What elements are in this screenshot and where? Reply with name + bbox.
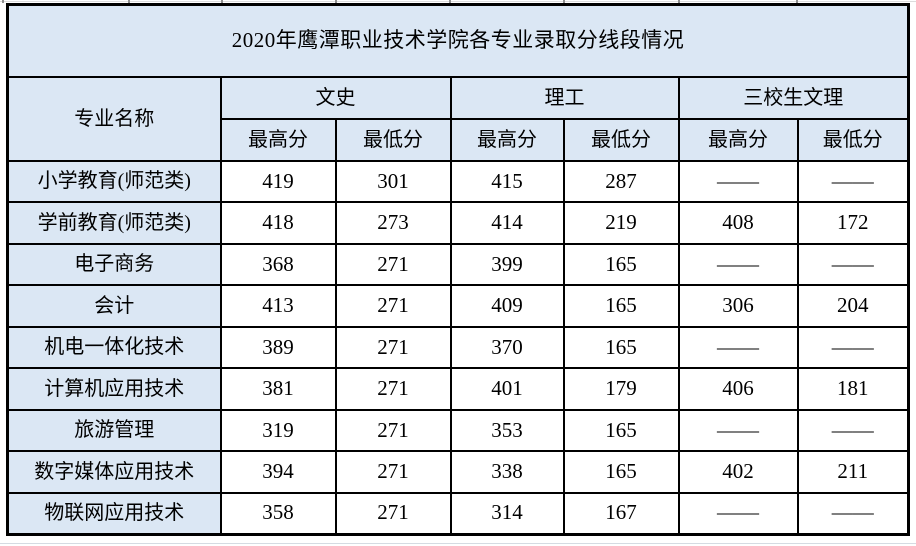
score-cell: 415 (449, 159, 565, 203)
table-row: 小学教育(师范类) 419 301 415 287 —— —— (6, 159, 910, 203)
subheader-max-score: 最高分 (219, 117, 337, 162)
table-row: 物联网应用技术 358 271 314 167 —— —— (6, 491, 910, 535)
score-cell: 419 (219, 159, 337, 203)
score-cell: 353 (449, 408, 565, 452)
table-row: 数字媒体应用技术 394 271 338 165 402 211 (6, 450, 910, 494)
gridline-tick (796, 0, 798, 3)
score-cell: 414 (449, 201, 565, 245)
score-cell: 271 (334, 284, 452, 328)
score-cell: 306 (677, 284, 799, 328)
score-cell: 338 (449, 450, 565, 494)
group-header-vocational: 三校生文理 (677, 75, 910, 120)
table-row: 计算机应用技术 381 271 401 179 406 181 (6, 367, 910, 411)
score-cell: 368 (219, 242, 337, 286)
table-row: 会计 413 271 409 165 306 204 (6, 284, 910, 328)
group-header-science: 理工 (449, 75, 680, 120)
subheader-max-score: 最高分 (449, 117, 565, 162)
score-cell: 172 (796, 201, 910, 245)
subheader-min-score: 最低分 (796, 117, 910, 162)
spreadsheet-gridline-bottom-strip (0, 543, 916, 544)
table-row: 机电一体化技术 389 271 370 165 —— —— (6, 325, 910, 369)
score-cell: 165 (562, 325, 680, 369)
major-name-cell: 会计 (6, 284, 222, 328)
score-cell: —— (796, 159, 910, 203)
major-name-cell: 小学教育(师范类) (6, 159, 222, 203)
score-cell: 409 (449, 284, 565, 328)
score-cell: —— (677, 491, 799, 535)
score-cell: 389 (219, 325, 337, 369)
score-cell: 204 (796, 284, 910, 328)
gridline-tick (2, 0, 4, 3)
score-cell: 401 (449, 367, 565, 411)
score-cell: 287 (562, 159, 680, 203)
table-title: 2020年鹰潭职业技术学院各专业录取分线段情况 (6, 3, 910, 78)
gridline-tick (678, 0, 680, 3)
score-cell: 413 (219, 284, 337, 328)
score-cell: 271 (334, 367, 452, 411)
major-name-cell: 计算机应用技术 (6, 367, 222, 411)
score-cell: —— (796, 325, 910, 369)
score-cell: 271 (334, 491, 452, 535)
score-cell: 399 (449, 242, 565, 286)
subheader-min-score: 最低分 (334, 117, 452, 162)
score-cell: 179 (562, 367, 680, 411)
score-cell: —— (796, 408, 910, 452)
score-cell: 314 (449, 491, 565, 535)
score-cell: —— (677, 242, 799, 286)
score-cell: 271 (334, 242, 452, 286)
gridline-tick (221, 0, 223, 3)
column-subheader-row: 最高分 最低分 最高分 最低分 最高分 最低分 (8, 117, 910, 162)
score-cell: 211 (796, 450, 910, 494)
score-cell: 381 (219, 367, 337, 411)
gridline-tick (335, 0, 337, 3)
major-name-header: 专业名称 (6, 75, 222, 162)
score-cell: 301 (334, 159, 452, 203)
score-cell: —— (796, 242, 910, 286)
gridline-tick (128, 0, 130, 3)
score-cell: —— (796, 491, 910, 535)
subheader-min-score: 最低分 (562, 117, 680, 162)
score-cell: 370 (449, 325, 565, 369)
score-cell: —— (677, 408, 799, 452)
admission-score-table: 2020年鹰潭职业技术学院各专业录取分线段情况 专业名称 文史 理工 三校生文理… (6, 3, 911, 536)
major-name-cell: 学前教育(师范类) (6, 201, 222, 245)
table-row: 旅游管理 319 271 353 165 —— —— (6, 408, 910, 452)
score-cell: 406 (677, 367, 799, 411)
score-cell: 271 (334, 450, 452, 494)
table-row: 学前教育(师范类) 418 273 414 219 408 172 (6, 201, 910, 245)
table-row: 电子商务 368 271 399 165 —— —— (6, 242, 910, 286)
score-cell: 167 (562, 491, 680, 535)
major-name-cell: 物联网应用技术 (6, 491, 222, 535)
score-cell: 408 (677, 201, 799, 245)
score-cell: 165 (562, 242, 680, 286)
score-cell: 418 (219, 201, 337, 245)
gridline-tick (563, 0, 565, 3)
score-cell: 165 (562, 408, 680, 452)
major-name-cell: 数字媒体应用技术 (6, 450, 222, 494)
score-cell: 271 (334, 408, 452, 452)
spreadsheet-gridline-top-strip (0, 0, 916, 3)
score-cell: 165 (562, 284, 680, 328)
group-header-liberal-arts: 文史 (219, 75, 452, 120)
score-cell: 319 (219, 408, 337, 452)
score-cell: 219 (562, 201, 680, 245)
subheader-max-score: 最高分 (677, 117, 799, 162)
score-cell: —— (677, 159, 799, 203)
major-name-cell: 机电一体化技术 (6, 325, 222, 369)
score-cell: 165 (562, 450, 680, 494)
table-title-row: 2020年鹰潭职业技术学院各专业录取分线段情况 (6, 3, 910, 78)
score-cell: 358 (219, 491, 337, 535)
score-cell: 394 (219, 450, 337, 494)
major-name-cell: 旅游管理 (6, 408, 222, 452)
score-cell: 271 (334, 325, 452, 369)
score-cell: 273 (334, 201, 452, 245)
score-cell: —— (677, 325, 799, 369)
gridline-tick (449, 0, 451, 3)
score-cell: 181 (796, 367, 910, 411)
column-group-header-row: 专业名称 文史 理工 三校生文理 (6, 75, 910, 162)
major-name-cell: 电子商务 (6, 242, 222, 286)
score-cell: 402 (677, 450, 799, 494)
